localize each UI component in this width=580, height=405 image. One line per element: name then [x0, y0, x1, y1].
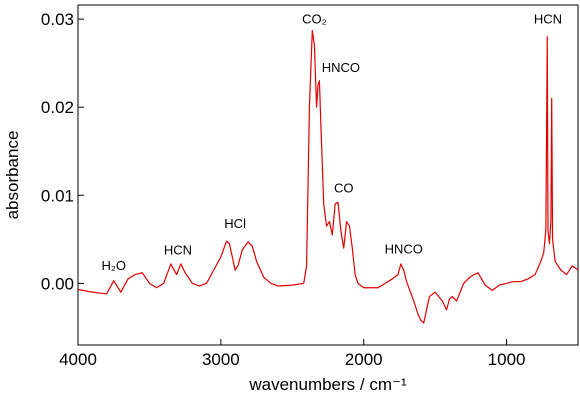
y-tick-label: 0.00	[41, 274, 74, 293]
annotation: HCN	[164, 242, 192, 257]
annotation: HCN	[534, 11, 562, 26]
x-tick-label: 4000	[59, 350, 97, 369]
y-axis-title: absorbance	[3, 131, 22, 220]
x-tick-label: 3000	[202, 350, 240, 369]
x-axis-title: wavenumbers / cm⁻¹	[248, 375, 407, 394]
annotation: H₂O	[101, 258, 126, 273]
annotation: CO	[334, 181, 354, 196]
y-tick-label: 0.01	[41, 186, 74, 205]
y-tick-label: 0.02	[41, 98, 74, 117]
annotation: HNCO	[385, 241, 423, 256]
annotation: HNCO	[322, 60, 360, 75]
x-tick-label: 1000	[488, 350, 526, 369]
x-tick-label: 2000	[345, 350, 383, 369]
plot-frame	[77, 4, 579, 346]
y-tick-label: 0.03	[41, 10, 74, 29]
annotation: CO₂	[302, 11, 327, 26]
annotation: HCl	[224, 216, 246, 231]
spectrum-line	[77, 29, 579, 324]
